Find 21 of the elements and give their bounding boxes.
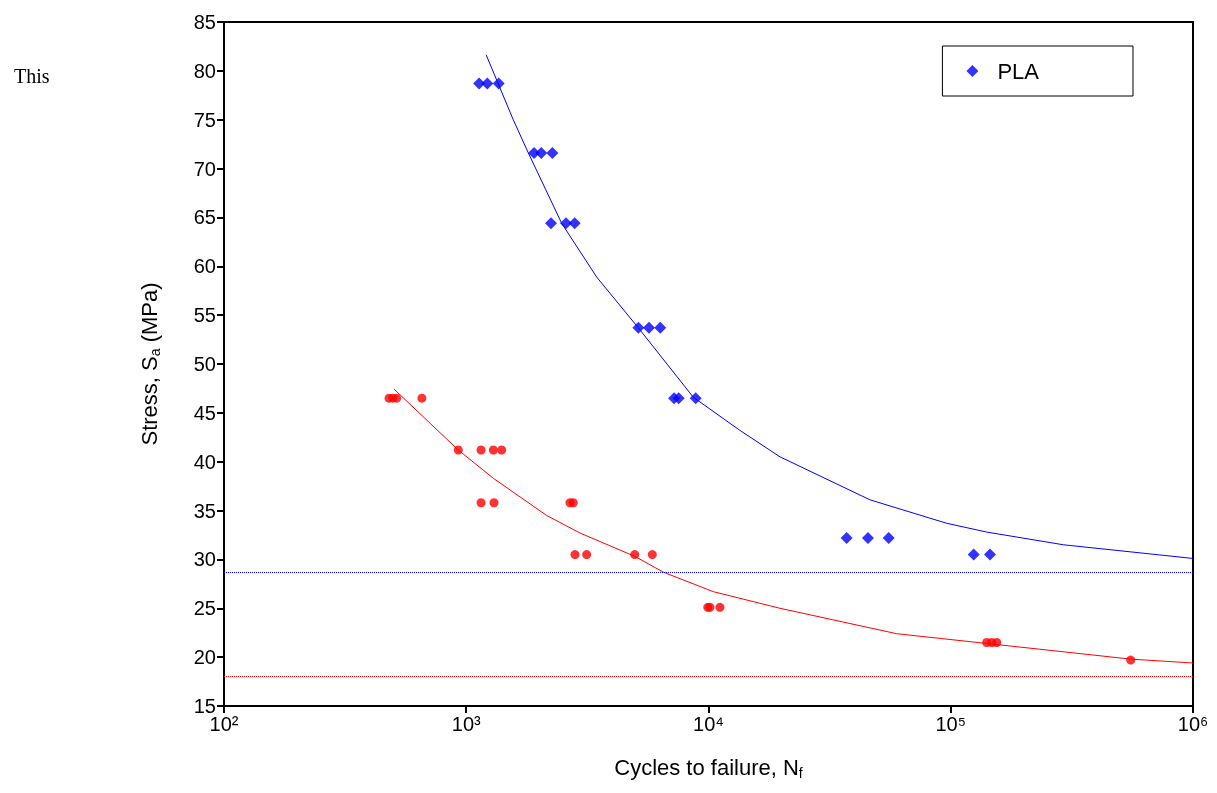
y-tick-label: 60 [193,255,216,278]
y-tick-label: 35 [193,499,216,522]
y-axis-title: Stress, Sa (MPa) [136,282,163,446]
y-tick-label: 50 [193,353,216,375]
x-tick-label: 10⁵ [935,713,967,735]
y-tick-label: 20 [193,646,216,669]
y-tick-label: 70 [193,157,216,180]
legend-label: PLA [997,58,1040,84]
y-tick-label: 65 [193,206,216,229]
y-tick-label: 45 [193,401,216,424]
y-tick-label: 75 [193,108,216,131]
y-tick-label: 55 [193,304,216,327]
y-tick-label: 25 [193,597,216,620]
y-tick-label: 85 [193,11,216,33]
x-tick-label: 10⁴ [693,713,724,735]
x-tick-label: 10⁶ [1177,713,1209,735]
y-tick-label: 40 [193,450,216,473]
y-tick-label: 80 [193,59,216,82]
y-tick-label: 30 [193,548,216,571]
text: This [14,65,50,87]
x-tick-label: 10³ [451,713,482,735]
